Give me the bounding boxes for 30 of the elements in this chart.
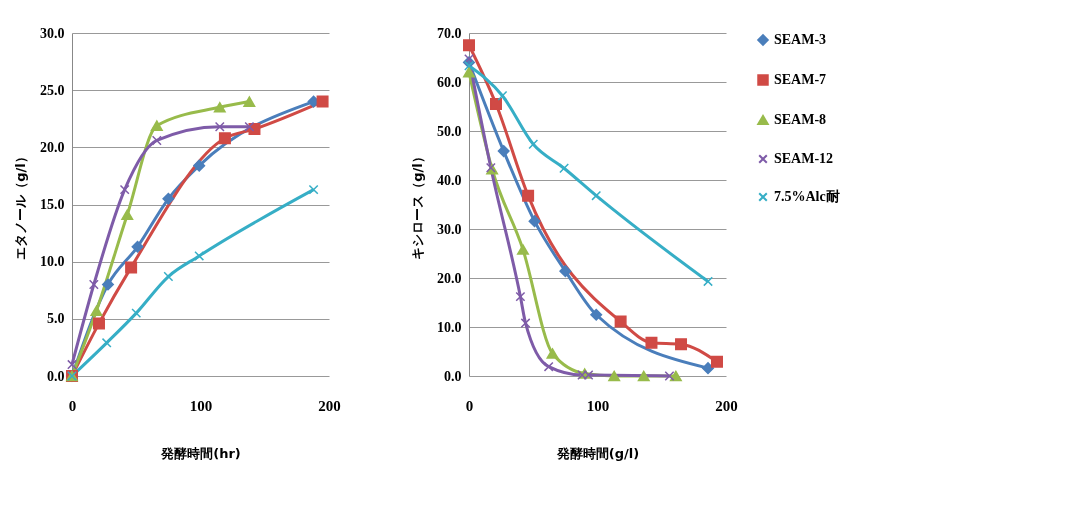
x-tick-label: 200 (318, 397, 341, 414)
x-axis-title: 発酵時間(hr) (160, 445, 241, 461)
y-tick-label: 25.0 (40, 82, 65, 98)
y-tick-label: 70.0 (437, 25, 462, 41)
y-tick-label: 30.0 (40, 25, 65, 41)
x-tick-label: 100 (189, 397, 213, 414)
y-tick-label: 15.0 (40, 197, 65, 212)
legend-label: SEAM-7 (774, 72, 827, 87)
y-tick-label: 5.0 (47, 311, 65, 327)
x-axis-title: 発酵時間(g/l) (555, 445, 640, 461)
y-tick-label: 0.0 (47, 368, 65, 384)
legend-label: SEAM-12 (774, 151, 834, 166)
legend-label: SEAM-3 (774, 32, 827, 47)
y-tick-label: 10.0 (40, 254, 65, 270)
x-tick-label: 200 (715, 397, 738, 414)
y-tick-label: 10.0 (437, 319, 462, 335)
x-tick-label: 0 (68, 397, 77, 414)
legend-label: SEAM-8 (774, 112, 827, 127)
y-axis-title: キシロース（g/l） (410, 150, 425, 260)
x-tick-label: 0 (465, 397, 474, 414)
y-tick-label: 30.0 (437, 221, 462, 237)
y-tick-label: 40.0 (437, 172, 462, 188)
y-tick-label: 50.0 (437, 123, 462, 139)
y-tick-label: 60.0 (437, 74, 462, 90)
legend-label: 7.5%Alc耐 (774, 189, 840, 204)
y-tick-label: 20.0 (40, 139, 65, 155)
y-axis-title: エタノール（g/l） (13, 150, 28, 260)
y-tick-label: 0.0 (444, 368, 462, 384)
y-tick-label: 20.0 (437, 270, 462, 286)
x-tick-label: 100 (586, 397, 610, 414)
